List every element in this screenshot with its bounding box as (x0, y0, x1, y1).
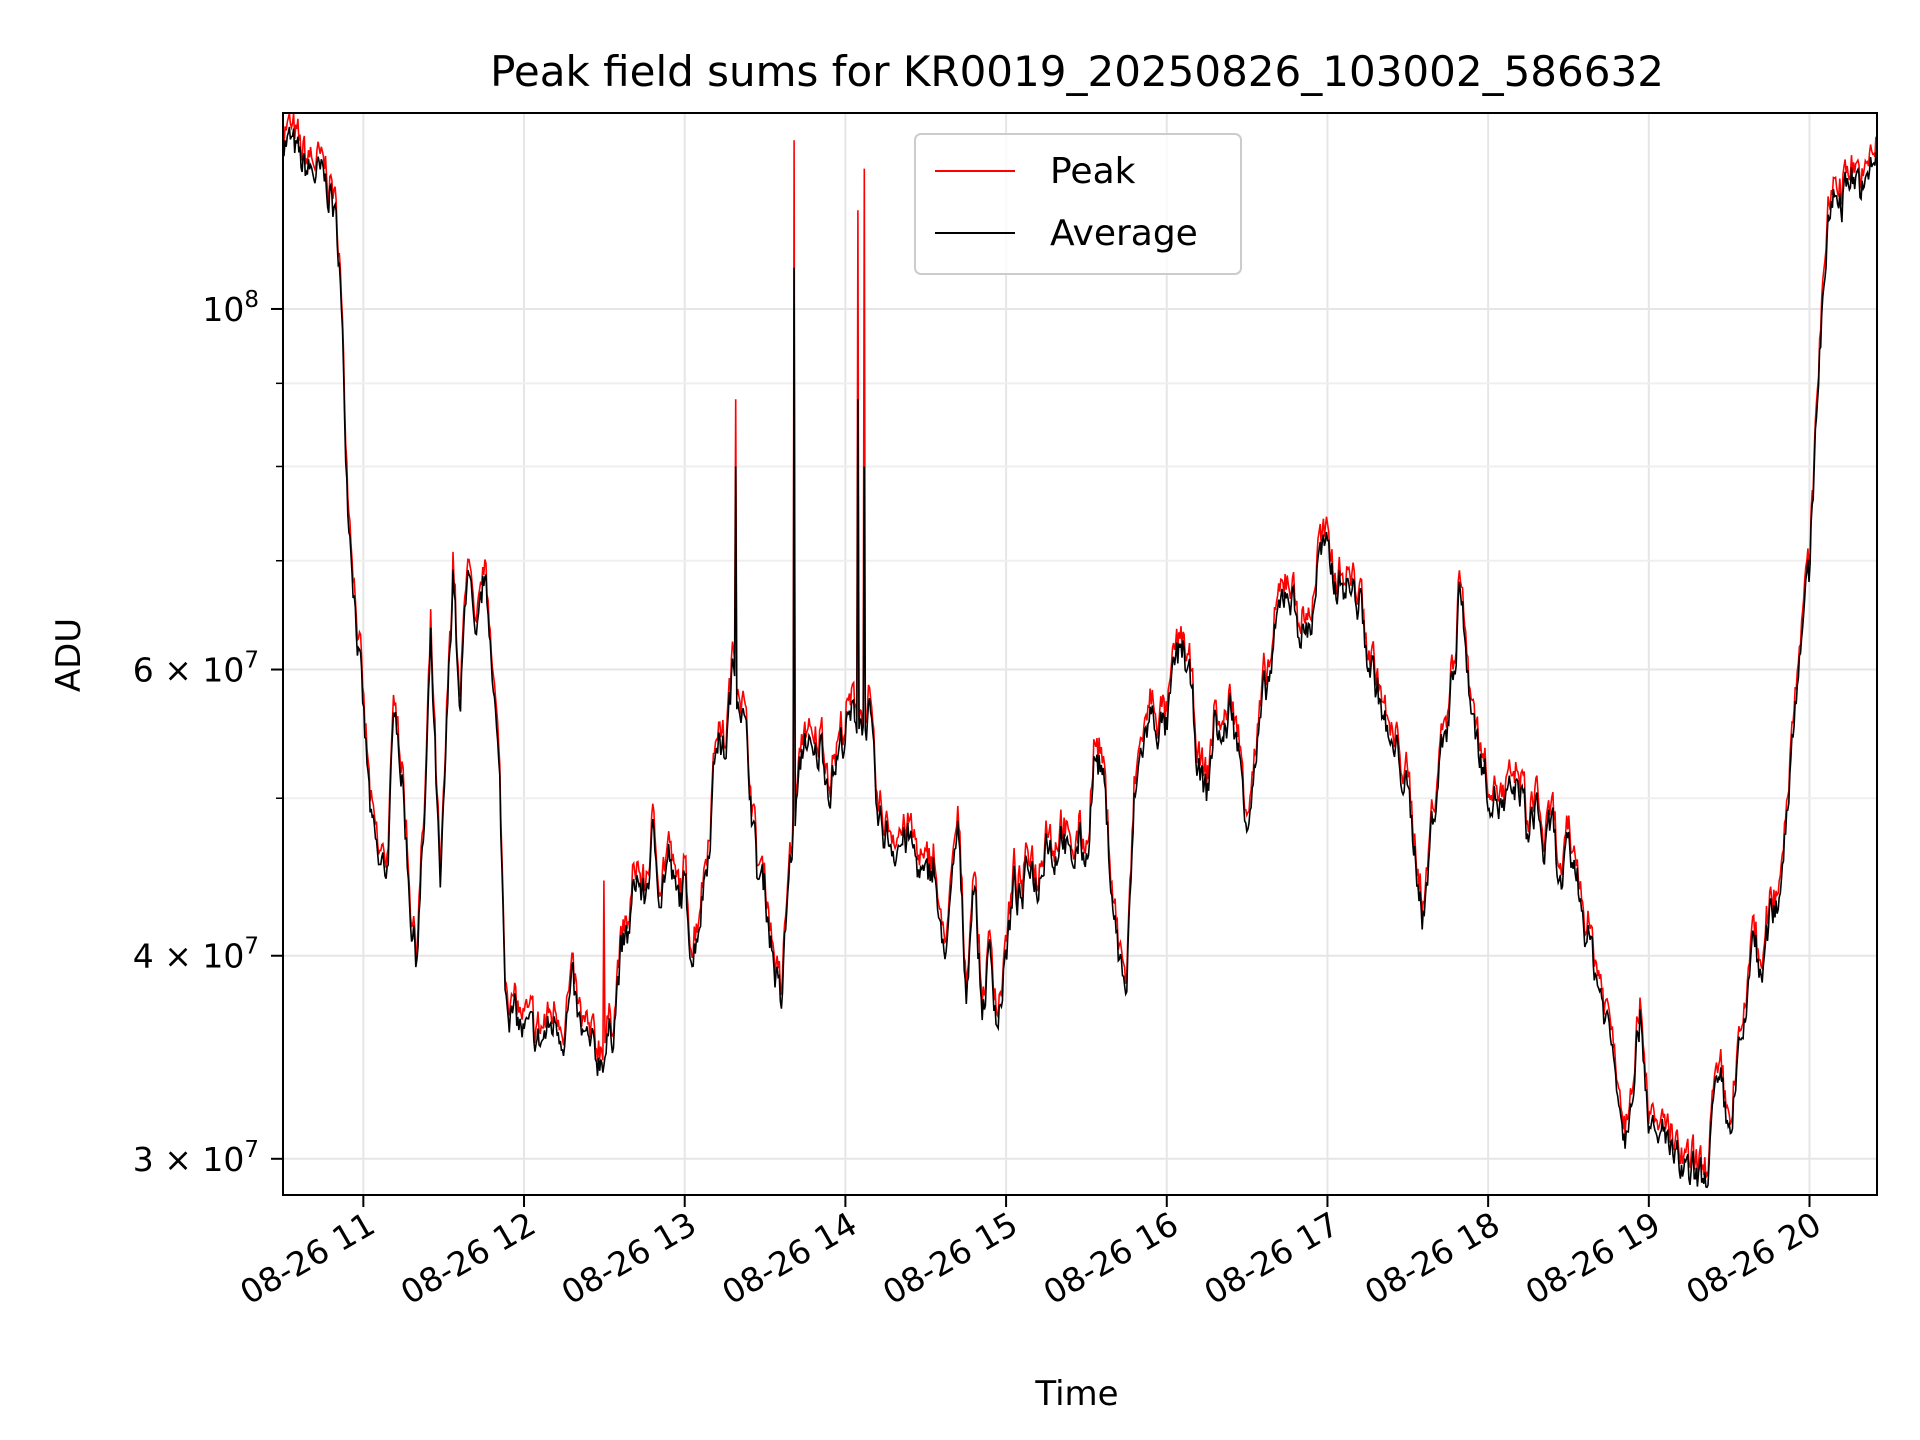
series-lines (282, 112, 1878, 1189)
x-tick-label: 08-26 15 (876, 1204, 1024, 1312)
y-axis-ticks: 108 6 × 107 4 × 107 3 × 107 (133, 287, 283, 1179)
x-tick-label: 08-26 20 (1680, 1204, 1828, 1312)
y-tick-label: 108 (202, 287, 259, 329)
x-tick-label: 08-26 11 (233, 1204, 381, 1312)
legend: Peak Average (914, 133, 1242, 275)
plot-area-frame (282, 112, 1878, 1196)
chart-title: Peak field sums for KR0019_20250826_1030… (490, 47, 1664, 96)
x-tick-label: 08-26 17 (1197, 1204, 1345, 1312)
y-tick-label: 4 × 107 (133, 934, 259, 976)
legend-box (914, 133, 1242, 275)
x-tick-label: 08-26 16 (1037, 1204, 1185, 1312)
x-tick-label: 08-26 19 (1519, 1204, 1667, 1312)
legend-label-average: Average (1050, 213, 1198, 254)
y-tick-label: 6 × 107 (133, 648, 259, 690)
x-tick-label: 08-26 14 (715, 1204, 863, 1312)
legend-label-peak: Peak (1050, 151, 1136, 192)
grid-lines (283, 113, 1877, 1195)
series-line-average (282, 126, 1878, 1189)
y-axis-label: ADU (49, 618, 89, 692)
x-tick-label: 08-26 12 (394, 1204, 542, 1312)
x-axis-ticks: 08-26 11 08-26 12 08-26 13 08-26 14 08-26 15… (233, 1195, 1828, 1312)
x-axis-label: Time (1034, 1374, 1118, 1414)
series-line-peak (282, 112, 1878, 1179)
y-tick-label: 3 × 107 (133, 1137, 259, 1179)
x-tick-label: 08-26 13 (555, 1204, 703, 1312)
x-tick-label: 08-26 18 (1358, 1204, 1506, 1312)
